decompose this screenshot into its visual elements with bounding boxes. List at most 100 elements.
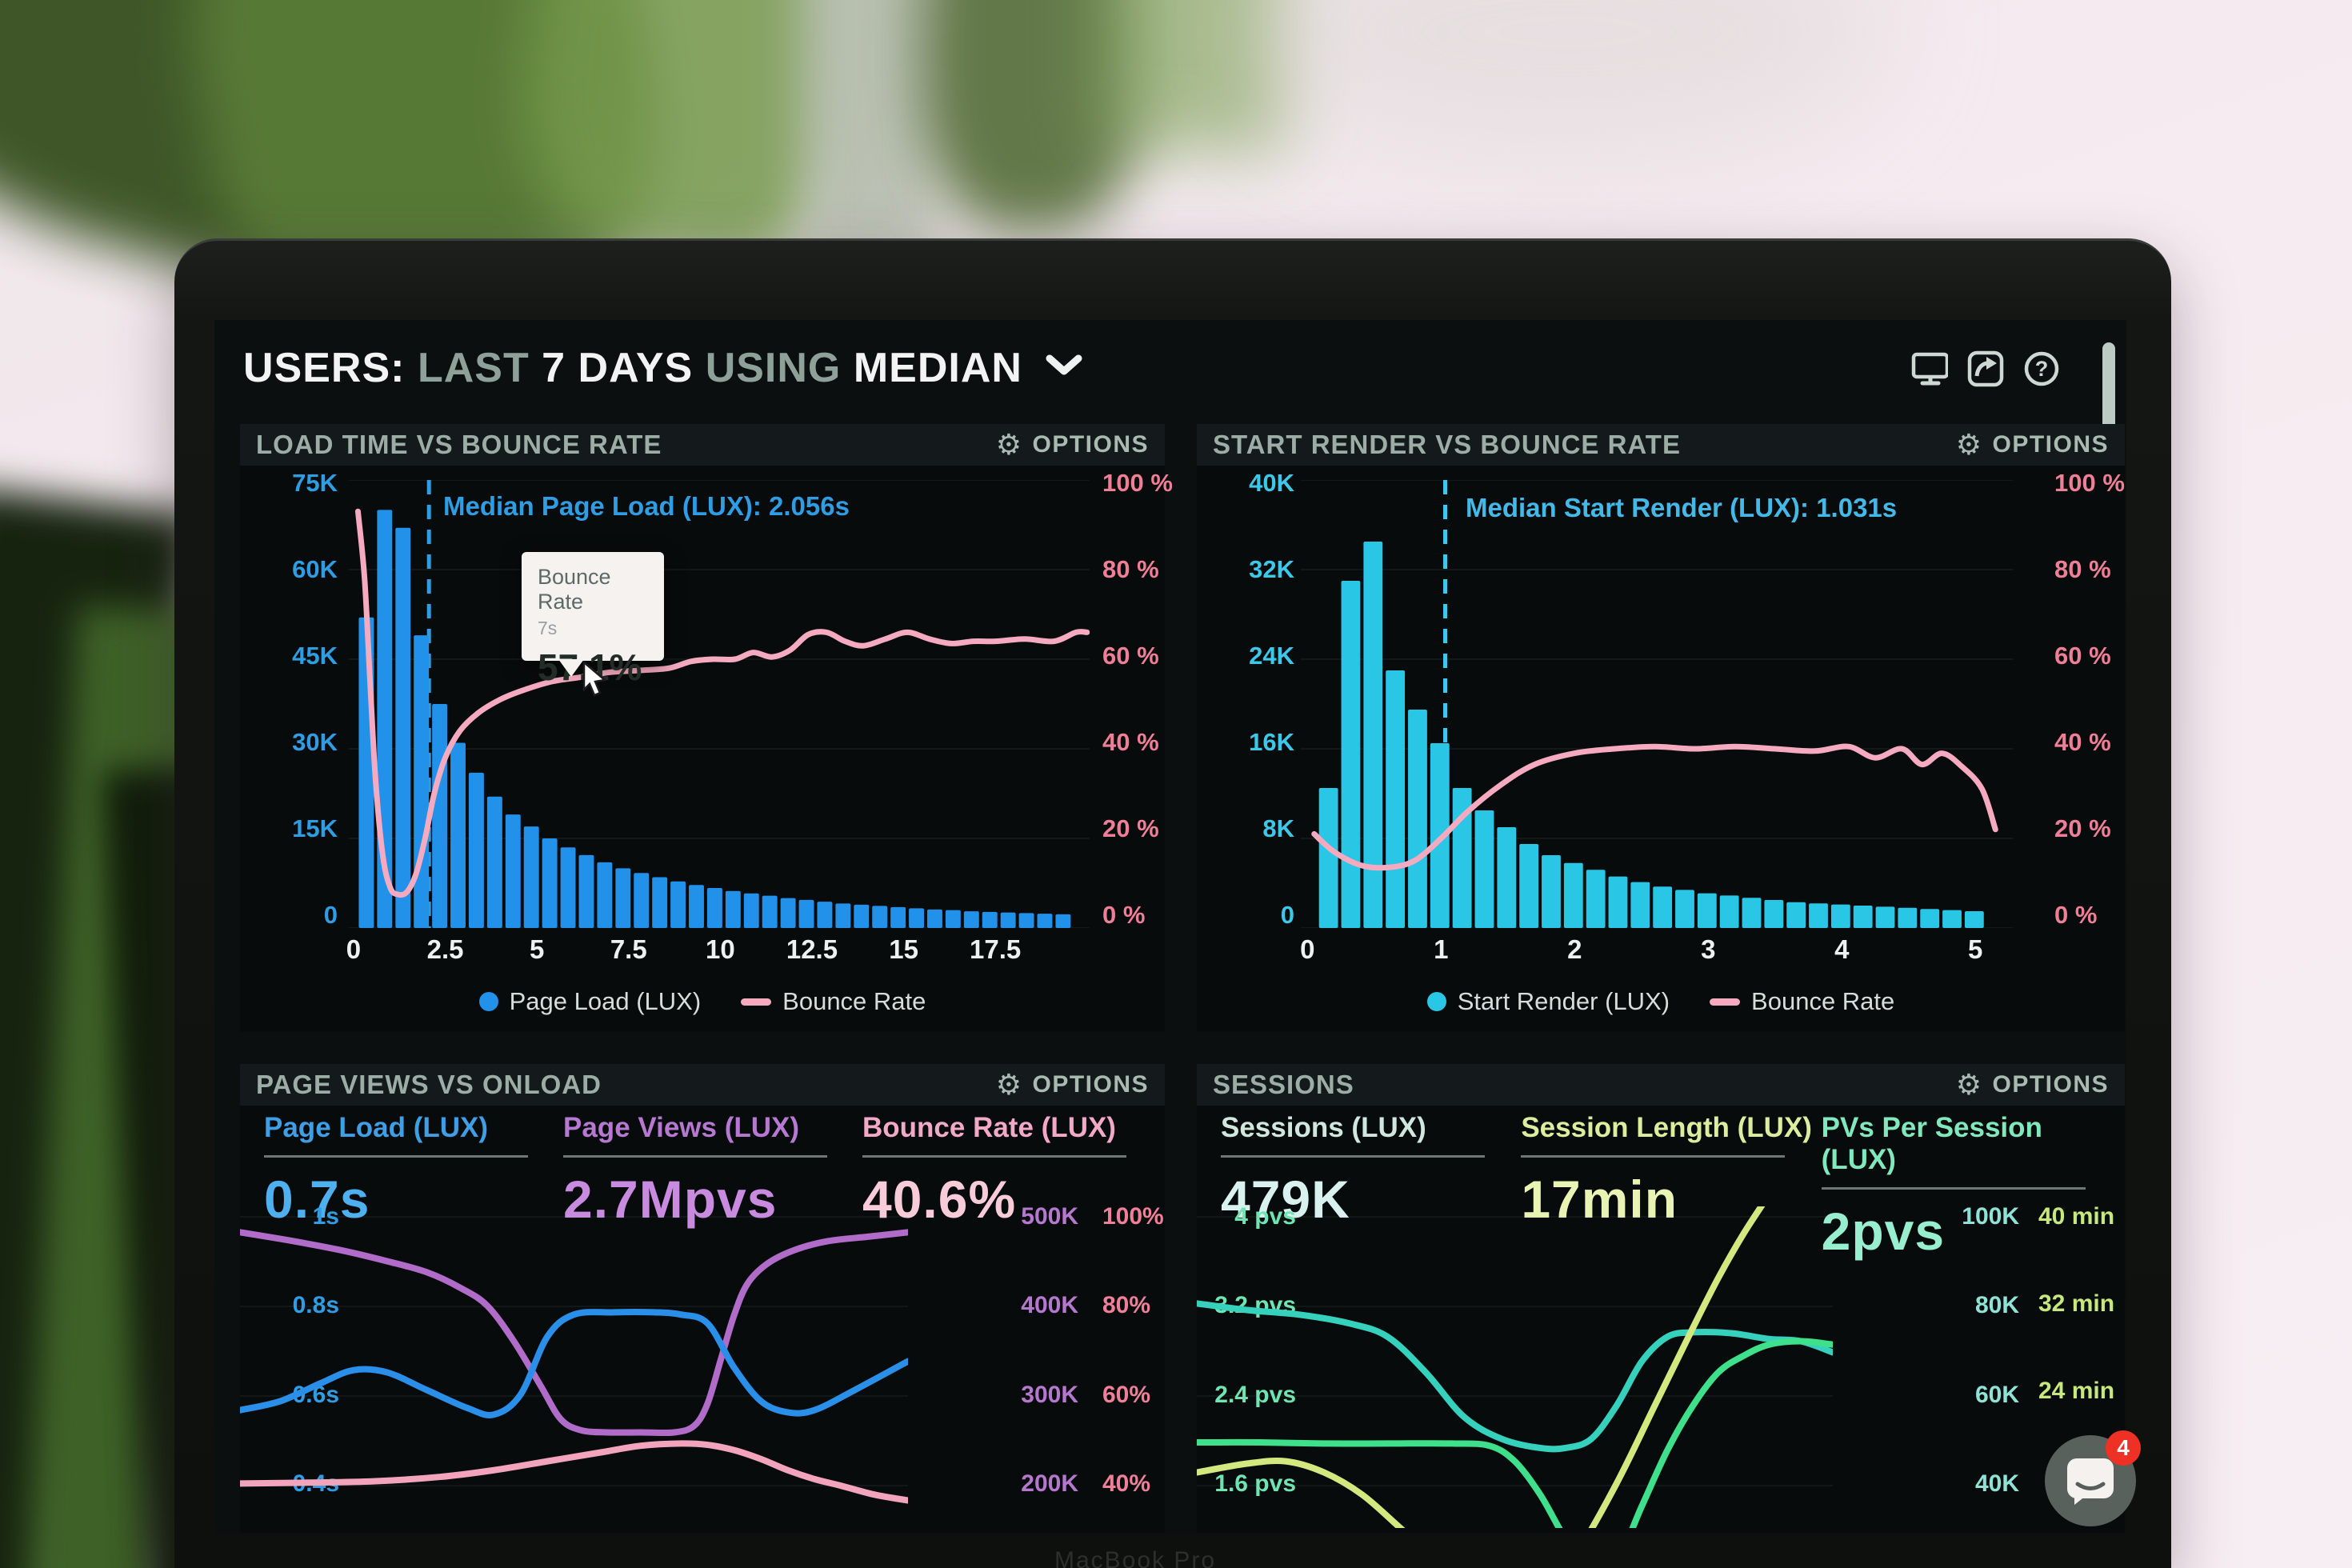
axis-tick: 100K: [1962, 1203, 2019, 1230]
metric-value: 17min: [1521, 1170, 1678, 1229]
axis-tick: 16K: [1249, 728, 1294, 756]
legend-item: Page Load (LUX): [478, 987, 701, 1016]
app-header: USERS: LAST 7 DAYS USING MEDIAN: [214, 338, 2126, 402]
page-views-onload-chart[interactable]: [240, 1206, 908, 1528]
panel-title: LOAD TIME VS BOUNCE RATE: [256, 430, 662, 459]
metric-label: Bounce Rate (LUX): [862, 1112, 1116, 1143]
axis-tick: 32 min: [2038, 1290, 2115, 1317]
metric-sessions: Sessions (LUX) 479K: [1221, 1112, 1521, 1262]
metric-page-load: Page Load (LUX) 0.7s: [264, 1112, 563, 1230]
gear-icon: ⚙: [995, 1068, 1023, 1101]
legend-label: Bounce Rate: [1751, 987, 1895, 1015]
tooltip-series: Bounce Rate: [538, 565, 611, 614]
y-axis-session-length: 40 min 32 min 24 min: [2038, 1203, 2126, 1405]
options-button[interactable]: ⚙ OPTIONS: [1956, 1070, 2109, 1099]
y-axis-right: 100 % 80 % 60 % 40 % 20 % 0 %: [2054, 469, 2126, 930]
axis-tick: 80 %: [1102, 555, 1159, 583]
start-render-chart[interactable]: [1301, 480, 2013, 928]
title-users: USERS:: [243, 345, 406, 391]
axis-tick: 400K: [1021, 1292, 1078, 1319]
options-button[interactable]: ⚙ OPTIONS: [1956, 430, 2109, 459]
title-7days: 7 DAYS: [542, 345, 694, 391]
metric-divider: [1521, 1155, 1786, 1158]
axis-tick: 0: [346, 934, 362, 964]
axis-tick: 17.5: [970, 934, 1022, 964]
axis-tick: 2.5: [426, 934, 464, 964]
intercom-chat-button[interactable]: 4: [2045, 1430, 2141, 1526]
users-range-dropdown[interactable]: USERS: LAST 7 DAYS USING MEDIAN: [243, 344, 1082, 392]
panel-titlebar: LOAD TIME VS BOUNCE RATE ⚙ OPTIONS: [240, 424, 1165, 466]
display-icon[interactable]: [1911, 350, 1948, 387]
share-icon[interactable]: [1967, 350, 2004, 387]
axis-tick: 20 %: [2054, 814, 2111, 842]
axis-tick: 8K: [1262, 814, 1294, 842]
axis-tick: 1.6 pvs: [1214, 1470, 1296, 1497]
help-icon[interactable]: ?: [2023, 350, 2060, 387]
load-time-chart[interactable]: [349, 480, 1090, 928]
axis-tick: 30K: [292, 728, 338, 756]
axis-tick: 24K: [1249, 642, 1294, 670]
axis-tick: 40 %: [2054, 728, 2111, 756]
panel-page-views-vs-onload: PAGE VIEWS VS ONLOAD ⚙ OPTIONS Page Load …: [240, 1064, 1165, 1533]
legend-dash-icon: [741, 998, 772, 1006]
legend-label: Start Render (LUX): [1457, 987, 1670, 1015]
legend-item: Start Render (LUX): [1426, 987, 1670, 1016]
sessions-chart[interactable]: [1197, 1206, 1833, 1528]
axis-tick: 3: [1701, 934, 1716, 964]
y-axis-left: 40K 32K 24K 16K 8K 0: [1221, 469, 1294, 930]
axis-tick: 100 %: [1102, 469, 1173, 497]
options-button[interactable]: ⚙ OPTIONS: [996, 430, 1149, 459]
axis-tick: 20 %: [1102, 814, 1159, 842]
axis-tick: 0 %: [2054, 901, 2098, 929]
panel-start-render-vs-bounce-rate: START RENDER VS BOUNCE RATE ⚙ OPTIONS 40K…: [1197, 424, 2125, 1032]
axis-tick: 60 %: [1102, 642, 1159, 670]
notification-badge: 4: [2106, 1430, 2141, 1466]
dashboard-screen: USERS: LAST 7 DAYS USING MEDIAN: [214, 320, 2126, 1534]
legend-label: Bounce Rate: [782, 987, 926, 1015]
chart-legend: Page Load (LUX) Bounce Rate: [240, 987, 1165, 1016]
axis-tick: 100%: [1102, 1203, 1164, 1230]
axis-tick: 80K: [1974, 1292, 2019, 1319]
axis-tick: 5: [529, 934, 545, 964]
axis-tick: 60 %: [2054, 642, 2111, 670]
axis-tick: 0: [1280, 901, 1294, 929]
chevron-down-icon: [1046, 354, 1082, 375]
metric-label: Page Load (LUX): [264, 1112, 489, 1143]
axis-tick: 2: [1567, 934, 1582, 964]
metric-value: 0.7s: [264, 1170, 370, 1229]
metric-value: 2pvs: [1821, 1202, 1946, 1261]
metric-divider: [264, 1155, 528, 1158]
options-button[interactable]: ⚙ OPTIONS: [996, 1070, 1149, 1099]
metrics-row: Sessions (LUX) 479K Session Length (LUX)…: [1221, 1112, 2122, 1262]
axis-tick: 40 %: [1102, 728, 1159, 756]
y-axis-left: 75K 60K 45K 30K 15K 0: [264, 469, 338, 930]
legend-dot-icon: [1426, 992, 1446, 1011]
x-axis: 0 1 2 3 4 5: [1300, 934, 2013, 970]
axis-tick: 45K: [292, 642, 338, 670]
panel-title: PAGE VIEWS VS ONLOAD: [256, 1070, 602, 1099]
axis-tick: 24 min: [2038, 1378, 2115, 1404]
metric-value: 2.7Mpvs: [563, 1170, 778, 1229]
chat-bubble-icon: [2067, 1458, 2114, 1505]
options-label: OPTIONS: [1992, 1071, 2109, 1098]
axis-tick: 1: [1434, 934, 1449, 964]
options-label: OPTIONS: [1032, 1071, 1149, 1098]
chart-legend: Start Render (LUX) Bounce Rate: [1197, 987, 2125, 1016]
panel-titlebar: START RENDER VS BOUNCE RATE ⚙ OPTIONS: [1197, 424, 2125, 466]
axis-tick: 40 min: [2038, 1203, 2115, 1230]
axis-tick: 80%: [1102, 1292, 1151, 1319]
axis-tick: 60K: [1974, 1381, 2019, 1408]
options-label: OPTIONS: [1032, 431, 1149, 458]
legend-dash-icon: [1710, 998, 1741, 1006]
gear-icon: ⚙: [1955, 1068, 1983, 1101]
axis-tick: 10: [706, 934, 735, 964]
legend-item: Bounce Rate: [741, 987, 926, 1016]
metric-bounce-rate: Bounce Rate (LUX) 40.6%: [862, 1112, 1162, 1230]
median-annotation: Median Start Render (LUX): 1.031s: [1466, 493, 1898, 522]
axis-tick: 60%: [1102, 1381, 1151, 1408]
x-axis: 0 2.5 5 7.5 10 12.5 15 17.5: [346, 934, 1090, 970]
plant-stem: [800, 0, 936, 272]
axis-tick: 80 %: [2054, 555, 2111, 583]
y-axis-left: 4 pvs 3.2 pvs 2.4 pvs 1.6 pvs: [1213, 1203, 1296, 1498]
axis-tick: 1s: [312, 1203, 339, 1230]
